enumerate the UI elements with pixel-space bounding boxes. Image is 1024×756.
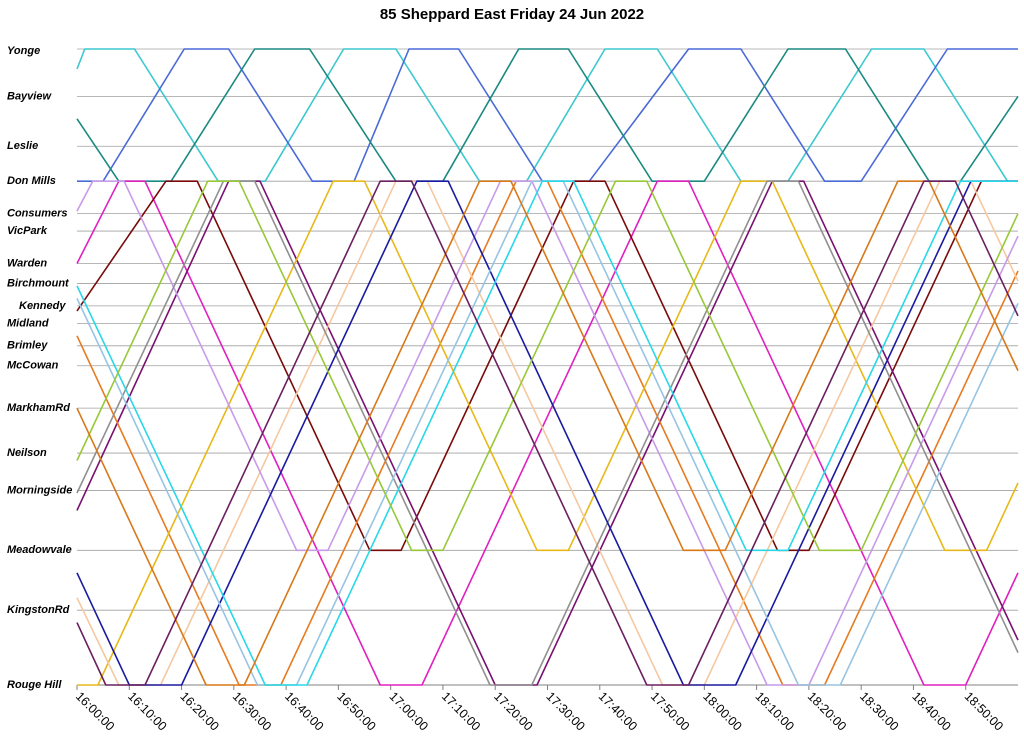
y-tick-label: KingstonRd xyxy=(7,604,70,616)
vehicle-trace xyxy=(76,180,1019,686)
vehicle-trace xyxy=(76,180,1019,686)
vehicle-trace xyxy=(76,180,1019,552)
y-tick-label: Midland xyxy=(7,317,49,329)
y-tick-label: Warden xyxy=(7,257,47,269)
vehicle-trace xyxy=(76,180,1018,686)
vehicle-trace xyxy=(76,48,1019,182)
y-tick-label: Kennedy xyxy=(19,300,66,312)
y-tick-label: Consumers xyxy=(7,208,68,220)
y-tick-label: Brimley xyxy=(7,340,48,352)
vehicle-trace xyxy=(76,180,1019,686)
y-tick-label: Neilson xyxy=(7,447,47,459)
y-tick-label: Meadowvale xyxy=(7,544,72,556)
y-tick-label: Leslie xyxy=(7,140,38,152)
y-tick-label: VicPark xyxy=(7,225,48,237)
vehicle-trace xyxy=(76,180,1019,686)
y-tick-label: MarkhamRd xyxy=(7,402,70,414)
vehicle-trace xyxy=(76,180,1018,686)
vehicle-trace xyxy=(77,48,1018,182)
y-tick-label: McCowan xyxy=(7,360,59,372)
y-tick-label: Don Mills xyxy=(7,175,56,187)
y-tick-label: Morningside xyxy=(7,484,72,496)
y-tick-label: Yonge xyxy=(7,45,40,57)
y-tick-label: Birchmount xyxy=(7,277,70,289)
vehicle-trace xyxy=(77,180,1019,686)
chart-title: 85 Sheppard East Friday 24 Jun 2022 xyxy=(380,6,644,23)
series-group xyxy=(76,48,1019,686)
y-tick-label: Bayview xyxy=(7,90,52,102)
y-tick-label: Rouge Hill xyxy=(7,679,62,691)
